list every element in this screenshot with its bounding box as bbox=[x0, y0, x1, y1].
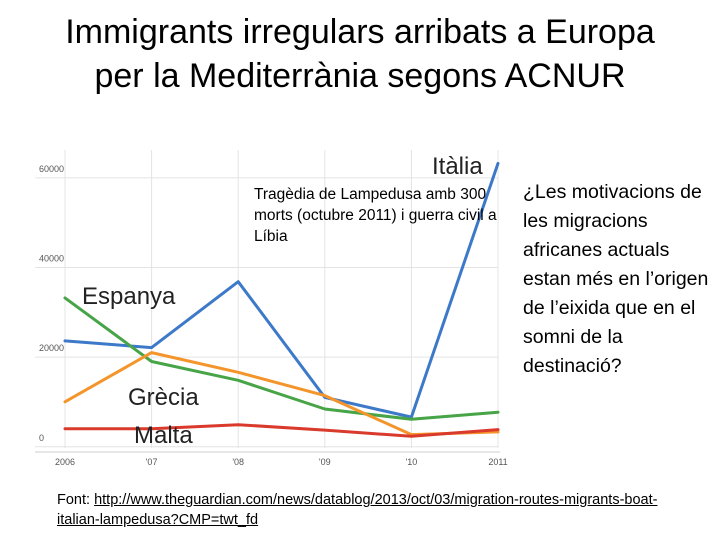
x-tick-label: '07 bbox=[146, 457, 158, 467]
y-tick-label: 20000 bbox=[39, 343, 64, 353]
series-label-malta: Malta bbox=[134, 422, 193, 449]
series-line-itàlia bbox=[63, 161, 500, 419]
line-chart: 2006 '07 '08 '09 '10 2011 0 20000 40000 60000 Ità… bbox=[35, 150, 508, 467]
x-tick-label: '09 bbox=[319, 457, 331, 467]
question-text: ¿Les motivacions de les migracions afric… bbox=[523, 181, 709, 377]
source-label: Font: bbox=[57, 492, 95, 508]
y-tick-label: 60000 bbox=[39, 164, 64, 174]
x-tick-label: '10 bbox=[406, 457, 418, 467]
series-labels: Itàlia Espanya Grècia Malta bbox=[82, 153, 483, 449]
series-label-espanya: Espanya bbox=[82, 283, 176, 310]
source-citation: Font: http://www.theguardian.com/news/da… bbox=[57, 490, 697, 530]
slide-title: Immigrants irregulars arribats a Europa … bbox=[20, 10, 700, 98]
y-tick-label: 0 bbox=[39, 433, 44, 443]
source-link[interactable]: http://www.theguardian.com/news/datablog… bbox=[57, 492, 658, 528]
chart-grid: 2006 '07 '08 '09 '10 2011 0 20000 40000 60000 bbox=[35, 150, 508, 467]
series-label-grècia: Grècia bbox=[128, 384, 199, 411]
title-line-1: Immigrants irregulars arribats a Europa bbox=[65, 13, 655, 51]
series-line-espanya bbox=[63, 296, 500, 421]
x-tick-label: 2011 bbox=[488, 457, 507, 467]
series-line-malta bbox=[63, 423, 500, 438]
chart-series bbox=[63, 161, 500, 438]
x-tick-label: '08 bbox=[232, 457, 244, 467]
x-tick-label: 2006 bbox=[55, 457, 75, 467]
y-tick-label: 40000 bbox=[39, 254, 64, 264]
series-label-itàlia: Itàlia bbox=[432, 153, 483, 180]
lampedusa-annotation: Tragèdia de Lampedusa amb 300 morts (oct… bbox=[254, 186, 497, 245]
title-line-2: per la Mediterrània segons ACNUR bbox=[94, 57, 626, 95]
